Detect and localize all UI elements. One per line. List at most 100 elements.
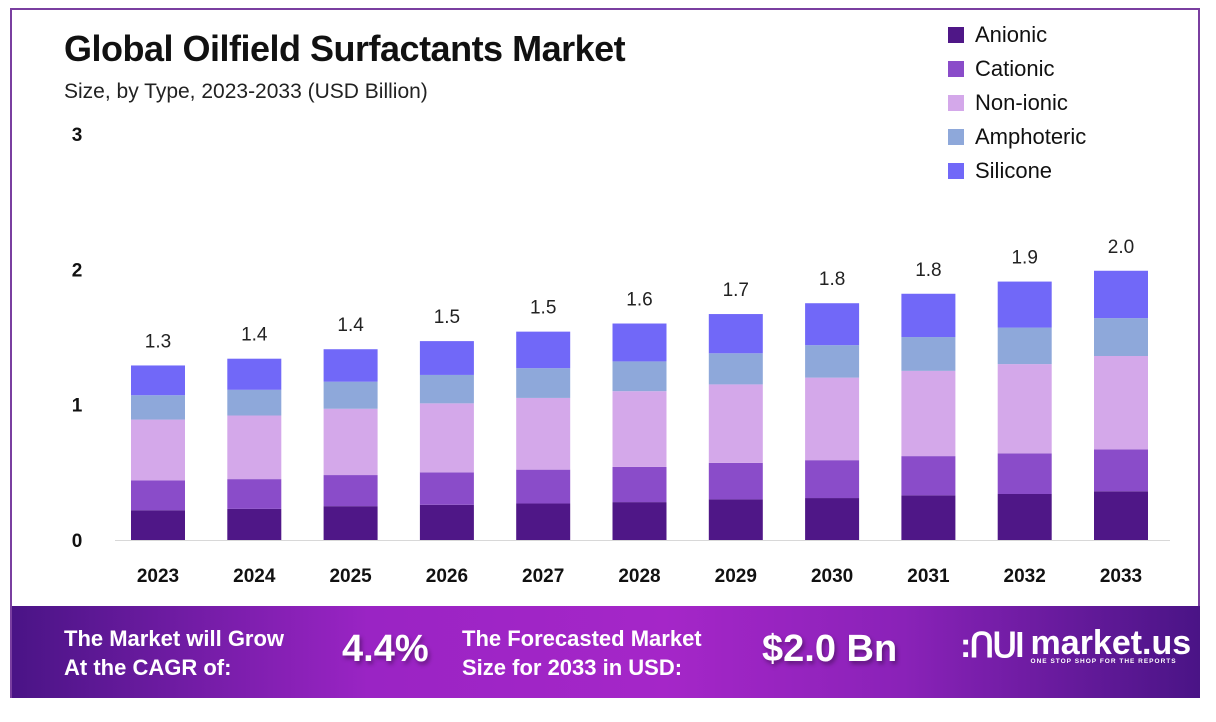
stacked-bar-chart: 0 1 2 3 1.3 2023 1.4 2024 1.4 2025 1.5 2026 1.5 2027 1… bbox=[72, 125, 1170, 587]
forecast-label-line2: Size for 2033 in USD: bbox=[462, 655, 683, 680]
market-us-logo-icon: :ՈՍl bbox=[960, 627, 1025, 665]
bar-segment-cationic-2033 bbox=[1094, 449, 1148, 492]
brand-name: market.us bbox=[1030, 623, 1192, 662]
bar-segment-cationic-2027 bbox=[516, 469, 571, 504]
legend-label: Anionic bbox=[975, 22, 1048, 47]
legend-label: Cationic bbox=[975, 56, 1055, 81]
bar-total-label: 1.8 bbox=[915, 260, 941, 281]
bar-segment-cationic-2032 bbox=[997, 453, 1052, 494]
bar-segment-cationic-2028 bbox=[612, 466, 667, 503]
bar-segment-silicone-2026 bbox=[419, 341, 474, 375]
brand-tagline: ONE STOP SHOP FOR THE REPORTS bbox=[1030, 657, 1177, 665]
bar-segment-non-ionic-2026 bbox=[419, 403, 474, 473]
y-tick-label: 1 bbox=[72, 396, 83, 417]
brand-logo: :ՈՍl market.us ONE STOP SHOP FOR THE REP… bbox=[960, 626, 1191, 666]
bar-total-label: 1.9 bbox=[1011, 248, 1037, 269]
legend-item-anionic: Anionic bbox=[948, 18, 1086, 52]
bar-segment-non-ionic-2032 bbox=[997, 364, 1052, 454]
bar-total-label: 1.6 bbox=[626, 290, 652, 311]
bar-segment-amphoteric-2027 bbox=[516, 368, 571, 398]
forecast-label: The Forecasted Market Size for 2033 in U… bbox=[462, 624, 702, 682]
bar-segment-non-ionic-2033 bbox=[1094, 355, 1148, 450]
bar-segment-non-ionic-2030 bbox=[805, 377, 860, 461]
x-tick-label: 2033 bbox=[1100, 566, 1142, 587]
bar-total-label: 1.4 bbox=[337, 315, 364, 336]
bar-segment-silicone-2030 bbox=[805, 303, 860, 346]
x-tick-label: 2031 bbox=[907, 566, 950, 587]
bar-segment-silicone-2025 bbox=[323, 349, 378, 382]
bar-total-label: 1.5 bbox=[434, 307, 460, 328]
bar-segment-anionic-2032 bbox=[997, 493, 1052, 540]
legend-label: Silicone bbox=[975, 158, 1053, 183]
x-tick-label: 2028 bbox=[618, 566, 660, 587]
bar-segment-silicone-2023 bbox=[131, 365, 185, 396]
forecast-value: $2.0 Bn bbox=[762, 628, 898, 670]
bar-segment-silicone-2032 bbox=[997, 281, 1052, 328]
bar-segment-cationic-2029 bbox=[708, 462, 763, 500]
bar-segment-silicone-2029 bbox=[708, 314, 763, 354]
cagr-label: The Market will Grow At the CAGR of: bbox=[64, 624, 284, 682]
bar-total-label: 2.0 bbox=[1108, 237, 1134, 258]
bar-total-label: 1.3 bbox=[145, 331, 171, 352]
bar-segment-anionic-2028 bbox=[612, 502, 667, 540]
bar-segment-cationic-2031 bbox=[901, 456, 956, 496]
bar-segment-cationic-2030 bbox=[805, 460, 860, 499]
bar-segment-non-ionic-2023 bbox=[131, 419, 185, 481]
x-tick-label: 2026 bbox=[426, 566, 468, 587]
bar-segment-amphoteric-2026 bbox=[419, 374, 474, 404]
y-tick-label: 3 bbox=[72, 125, 83, 146]
legend-label: Non-ionic bbox=[975, 90, 1068, 115]
x-tick-label: 2029 bbox=[715, 566, 757, 587]
bar-segment-non-ionic-2028 bbox=[612, 391, 667, 467]
bar-segment-non-ionic-2031 bbox=[901, 370, 956, 457]
x-tick-label: 2032 bbox=[1004, 566, 1046, 587]
bar-segment-non-ionic-2024 bbox=[227, 415, 282, 480]
bar-segment-amphoteric-2023 bbox=[131, 395, 185, 420]
bar-segment-cationic-2026 bbox=[419, 472, 474, 505]
bar-segment-anionic-2026 bbox=[419, 504, 474, 540]
cagr-label-line1: The Market will Grow bbox=[64, 626, 285, 651]
bar-total-label: 1.5 bbox=[530, 298, 556, 319]
chart-title: Global Oilfield Surfactants Market bbox=[64, 28, 626, 69]
bar-segment-amphoteric-2031 bbox=[901, 337, 956, 371]
legend-item-silicone: Silicone bbox=[948, 154, 1086, 188]
legend-swatch-anionic bbox=[948, 27, 964, 43]
y-tick-label: 2 bbox=[72, 260, 83, 281]
cagr-value: 4.4% bbox=[342, 628, 429, 670]
bar-segment-amphoteric-2025 bbox=[323, 381, 378, 409]
x-tick-label: 2025 bbox=[329, 566, 372, 587]
bar-segment-anionic-2029 bbox=[708, 499, 763, 540]
legend-swatch-cationic bbox=[948, 61, 964, 77]
bar-segment-silicone-2033 bbox=[1094, 270, 1148, 319]
bar-segment-cationic-2024 bbox=[227, 479, 282, 509]
bar-segment-anionic-2024 bbox=[227, 508, 282, 540]
x-tick-label: 2024 bbox=[233, 566, 276, 587]
bar-segment-non-ionic-2027 bbox=[516, 397, 571, 470]
bar-segment-non-ionic-2029 bbox=[708, 384, 763, 463]
x-tick-label: 2027 bbox=[522, 566, 564, 587]
legend-item-cationic: Cationic bbox=[948, 52, 1086, 86]
bar-segment-anionic-2025 bbox=[323, 506, 378, 540]
bar-segment-cationic-2025 bbox=[323, 475, 378, 507]
bar-segment-silicone-2028 bbox=[612, 323, 667, 362]
x-tick-label: 2023 bbox=[137, 566, 179, 587]
bar-segment-amphoteric-2032 bbox=[997, 327, 1052, 365]
bar-segment-silicone-2027 bbox=[516, 331, 571, 369]
bar-segment-non-ionic-2025 bbox=[323, 408, 378, 476]
legend-swatch-silicone bbox=[948, 163, 964, 179]
bar-segment-amphoteric-2030 bbox=[805, 345, 860, 378]
bar-segment-silicone-2024 bbox=[227, 358, 282, 390]
bar-segment-anionic-2033 bbox=[1094, 491, 1148, 540]
legend-label: Amphoteric bbox=[975, 124, 1087, 149]
summary-banner: The Market will Grow At the CAGR of: 4.4… bbox=[12, 606, 1200, 698]
legend-item-amphoteric: Amphoteric bbox=[948, 120, 1086, 154]
chart-frame bbox=[10, 8, 1200, 698]
cagr-label-line2: At the CAGR of: bbox=[64, 655, 232, 680]
bar-segment-anionic-2030 bbox=[805, 498, 860, 540]
bar-segment-anionic-2023 bbox=[131, 510, 185, 540]
bar-total-label: 1.8 bbox=[819, 269, 845, 290]
bar-total-label: 1.7 bbox=[723, 280, 749, 301]
bar-segment-anionic-2027 bbox=[516, 503, 571, 540]
legend: Anionic Cationic Non-ionic Amphoteric Si… bbox=[948, 18, 1086, 188]
chart-subtitle: Size, by Type, 2023-2033 (USD Billion) bbox=[64, 80, 428, 103]
